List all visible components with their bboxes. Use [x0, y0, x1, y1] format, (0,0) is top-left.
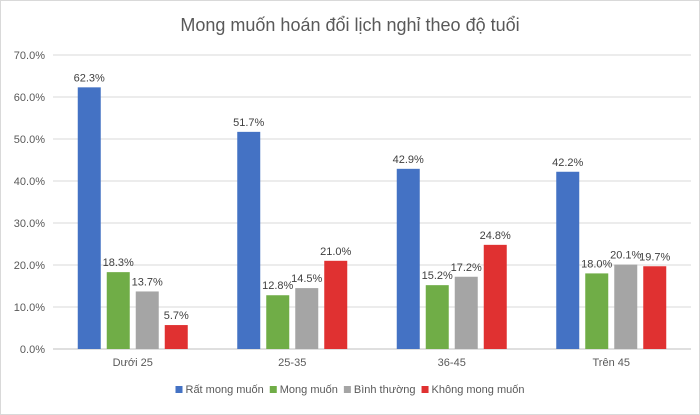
legend-swatch [175, 386, 183, 393]
data-label: 42.2% [552, 157, 583, 169]
bar [556, 171, 580, 349]
data-label: 21.0% [320, 246, 351, 258]
data-label: 20.1% [610, 250, 641, 262]
data-label: 19.7% [639, 251, 670, 263]
bar [106, 272, 130, 349]
y-tick-label: 70.0% [14, 50, 45, 62]
legend-item: Bình thường [343, 384, 416, 396]
bar [585, 273, 609, 349]
y-tick-label: 30.0% [14, 218, 45, 230]
legend-label: Bình thường [354, 384, 416, 396]
legend-item: Mong muốn [269, 384, 338, 396]
data-label: 15.2% [422, 270, 453, 282]
data-label: 14.5% [291, 273, 322, 285]
y-tick-label: 40.0% [14, 176, 45, 188]
y-tick-label: 0.0% [20, 344, 45, 356]
legend-item: Không mong muốn [421, 384, 525, 396]
data-label: 12.8% [262, 280, 293, 292]
legend: Rất mong muốn Mong muốn Bình thường Không m… [175, 384, 525, 396]
bar [324, 260, 348, 349]
data-label: 18.0% [581, 258, 612, 270]
bar [396, 168, 420, 349]
data-label: 13.7% [132, 276, 163, 288]
data-label: 42.9% [393, 154, 424, 166]
data-label: 18.3% [103, 257, 134, 269]
data-label: 51.7% [233, 117, 264, 129]
data-label: 24.8% [480, 230, 511, 242]
bar [77, 87, 101, 349]
legend-swatch [421, 386, 429, 393]
y-tick-label: 60.0% [14, 92, 45, 104]
bar [295, 288, 319, 349]
y-tick-label: 20.0% [14, 260, 45, 272]
y-tick-label: 10.0% [14, 302, 45, 314]
legend-label: Mong muốn [280, 384, 338, 396]
bar [425, 285, 449, 349]
bar [483, 244, 507, 349]
bar [266, 295, 290, 349]
data-label: 62.3% [74, 72, 105, 84]
bar [614, 264, 638, 349]
legend-swatch [343, 386, 351, 393]
category-label: 36-45 [438, 357, 466, 369]
chart-title: Mong muốn hoán đổi lịch nghỉ theo độ tuổ… [180, 15, 519, 35]
category-label: Dưới 25 [113, 357, 153, 369]
bars [77, 87, 667, 349]
data-label: 5.7% [164, 310, 189, 322]
gridlines [53, 54, 691, 350]
legend-label: Rất mong muốn [186, 384, 264, 396]
y-tick-label: 50.0% [14, 134, 45, 146]
bar [454, 276, 478, 349]
legend-item: Rất mong muốn [175, 384, 264, 396]
bar [237, 131, 261, 349]
category-label: 25-35 [278, 357, 306, 369]
bar [643, 266, 667, 349]
legend-swatch [269, 386, 277, 393]
legend-label: Không mong muốn [432, 384, 525, 396]
y-axis-tick-labels: 0.0% 10.0% 20.0% 30.0% 40.0% 50.0% 60.0% 70.0% [14, 50, 45, 356]
x-axis-category-labels: Dưới 25 25-35 36-45 Trên 45 [113, 357, 630, 369]
bar [164, 325, 188, 349]
category-label: Trên 45 [592, 357, 630, 369]
data-label: 17.2% [451, 262, 482, 274]
data-labels: 62.3% 18.3% 13.7% 5.7% 51.7% 12.8%14.5% 21.0% 4… [74, 72, 671, 322]
bar [135, 291, 159, 349]
